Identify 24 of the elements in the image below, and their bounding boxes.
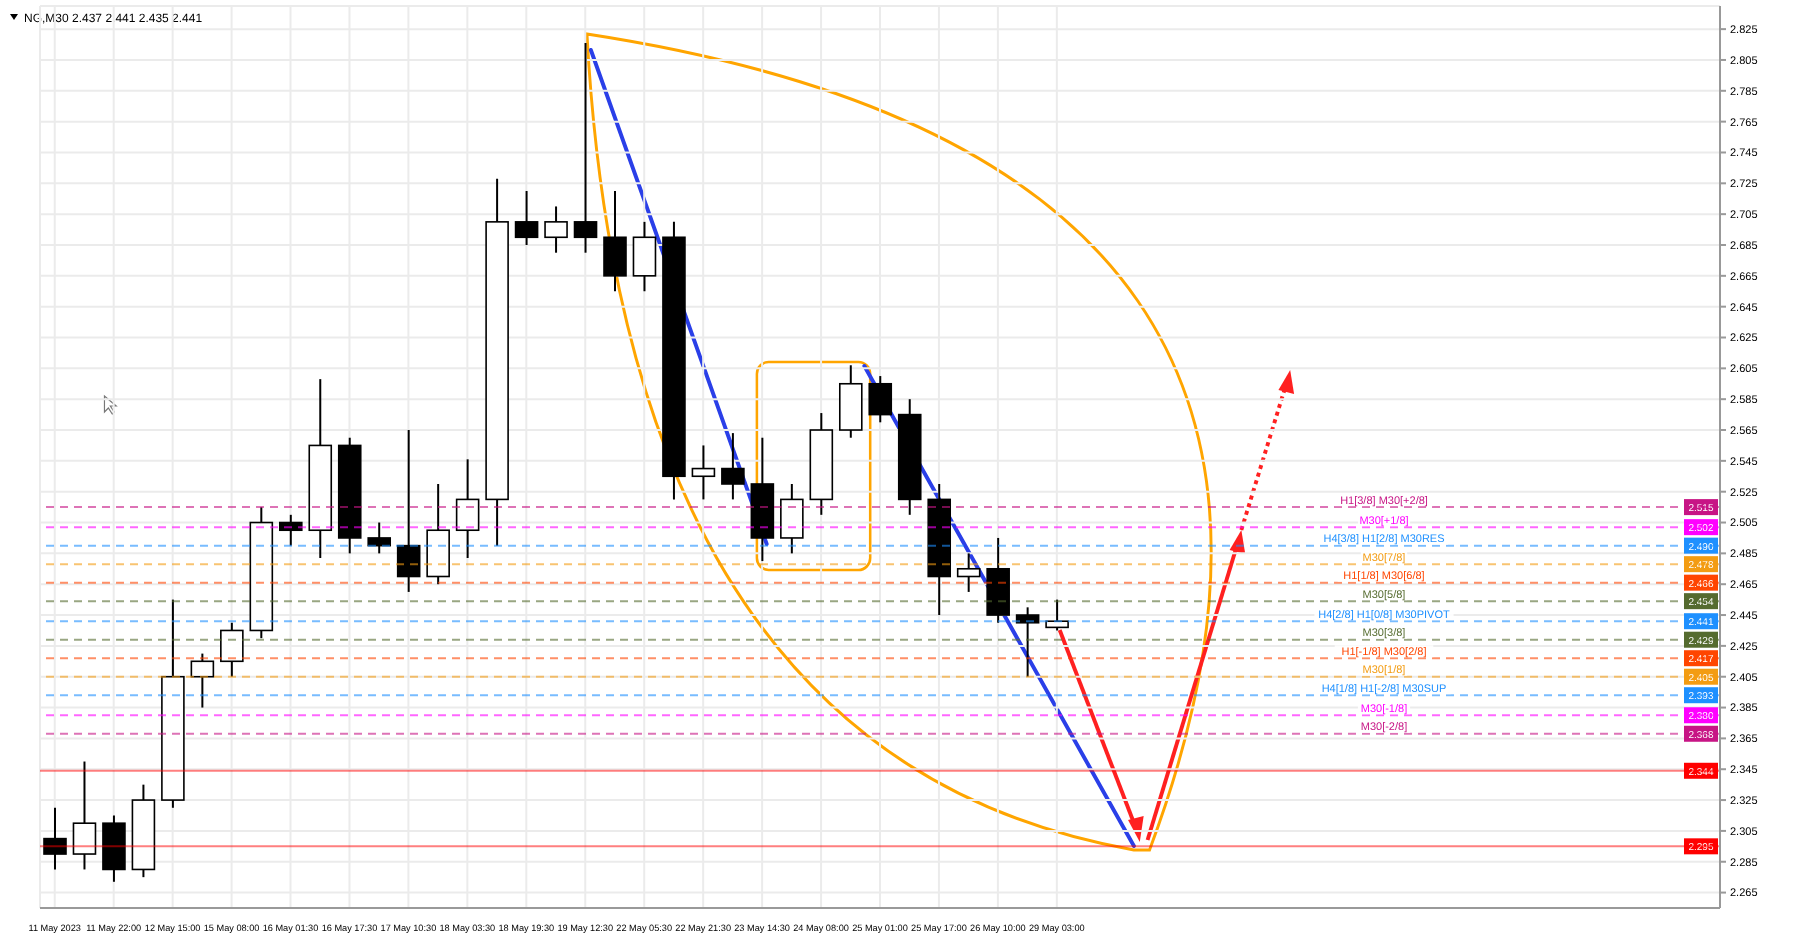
candlestick (396, 429, 421, 593)
candlestick (367, 521, 392, 555)
candlestick (426, 482, 450, 586)
candlestick (632, 220, 657, 293)
candlestick (1015, 606, 1040, 678)
candlestick (102, 814, 126, 883)
candlestick (455, 458, 480, 559)
candlestick (986, 536, 1010, 624)
candlestick (780, 482, 804, 555)
candlestick (721, 432, 745, 501)
candlestick (220, 621, 244, 678)
candlestick (868, 375, 893, 424)
candlestick (43, 806, 67, 871)
candlestick (1045, 598, 1069, 632)
candlestick (544, 205, 568, 254)
candlestick (514, 190, 539, 246)
candlestick (838, 364, 863, 439)
candlestick (691, 444, 716, 501)
candlestick (278, 513, 303, 547)
candlestick (72, 760, 97, 871)
candlestick (573, 42, 598, 254)
candlestick (956, 552, 981, 593)
candlestick (190, 652, 215, 709)
candlestick (603, 190, 627, 293)
